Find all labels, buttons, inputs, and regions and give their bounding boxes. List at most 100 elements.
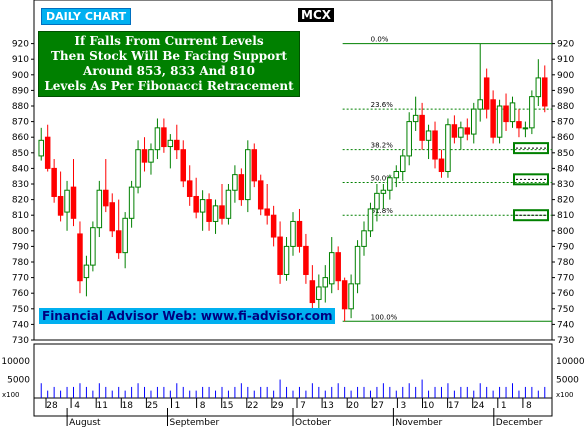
candle-down <box>251 149 258 182</box>
candle-down <box>438 158 445 173</box>
candle-up <box>322 277 329 288</box>
day-tick-label: 1 <box>501 401 507 411</box>
price-tick-label-right: 750 <box>557 305 574 315</box>
candle-up <box>316 286 322 300</box>
price-tick-label-right: 770 <box>557 274 574 284</box>
day-tick-label: 8 <box>526 401 532 411</box>
candle-down <box>264 208 270 216</box>
chart-period-label: DAILY CHART <box>41 8 132 25</box>
month-label: September <box>170 418 220 428</box>
comment-line: Levels As Per Fibonacci Retracement <box>44 79 294 93</box>
price-tick-label-right: 790 <box>557 242 574 252</box>
candle-down <box>464 127 471 135</box>
fibonacci-levels: 0.0% 23.6% 38.2% 50.0% 61.8% 100.0% <box>342 36 552 322</box>
candle-up <box>361 230 367 247</box>
analysis-comment-box: If Falls From Current Levels Then Stock … <box>38 31 300 97</box>
support-highlight-box <box>513 142 549 155</box>
candle-down <box>516 121 522 129</box>
candle-up <box>425 130 432 141</box>
candle-up <box>154 127 161 151</box>
price-tick-label-right: 840 <box>557 164 574 174</box>
day-tick-label: 17 <box>448 401 459 411</box>
candle-down <box>451 124 458 138</box>
price-tick-label-left: 830 <box>12 180 29 190</box>
fib-level-label: 0.0% <box>371 36 389 44</box>
candle-down <box>277 236 283 275</box>
candle-up <box>225 189 232 219</box>
support-highlight-box <box>513 209 549 222</box>
price-tick-label-right: 890 <box>557 86 574 96</box>
candle-up <box>199 199 206 213</box>
month-label: November <box>395 418 442 428</box>
price-tick-label-left: 910 <box>12 55 29 65</box>
fib-level-label: 61.8% <box>371 207 394 215</box>
candle-up <box>148 149 154 163</box>
day-tick-label: 11 <box>96 401 107 411</box>
candle-down <box>490 99 496 138</box>
candle-down <box>109 202 115 232</box>
candle-down <box>193 195 199 213</box>
exchange-label: MCX <box>298 8 334 22</box>
month-label: August <box>69 418 101 428</box>
candle-down <box>103 189 109 207</box>
candle-up <box>128 186 135 219</box>
price-tick-label-right: 730 <box>557 336 574 346</box>
month-label: December <box>496 418 543 428</box>
price-tick-label-left: 750 <box>12 305 29 315</box>
candle-up <box>374 192 380 210</box>
candle-up <box>399 155 406 173</box>
candle-down <box>309 280 316 304</box>
candle-down <box>341 280 348 310</box>
candle-down <box>296 220 303 247</box>
price-tick-label-right: 860 <box>557 133 574 143</box>
day-tick-label: 15 <box>222 401 233 411</box>
price-tick-label-left: 820 <box>12 196 29 206</box>
candle-down <box>335 252 341 282</box>
candle-down <box>206 199 212 222</box>
candle-down <box>70 186 77 219</box>
day-tick-label: 28 <box>46 401 58 411</box>
price-tick-label-left: 780 <box>12 258 29 268</box>
day-tick-label: 7 <box>300 401 306 411</box>
candle-up <box>354 245 361 285</box>
day-tick-label: 24 <box>473 401 485 411</box>
price-tick-label-left: 880 <box>12 102 29 112</box>
candle-up <box>90 227 96 266</box>
candle-up <box>64 189 70 213</box>
price-tick-label-left: 760 <box>12 289 29 299</box>
candle-up <box>380 189 387 194</box>
candle-up <box>290 220 296 247</box>
price-tick-label-right: 780 <box>557 258 574 268</box>
candle-up <box>406 121 412 157</box>
candle-down <box>483 77 490 110</box>
price-tick-label-left: 740 <box>12 320 29 330</box>
candle-down <box>186 180 193 197</box>
volume-bars <box>40 379 546 398</box>
candle-down <box>180 149 187 182</box>
day-tick-label: 1 <box>175 401 181 411</box>
price-tick-label-left: 800 <box>12 227 29 237</box>
candle-down <box>77 233 83 282</box>
candle-down <box>238 174 245 201</box>
comment-line: Around 853, 833 And 810 <box>83 64 255 78</box>
candle-down <box>115 230 122 254</box>
price-tick-label-left: 870 <box>12 118 29 128</box>
candle-up <box>122 217 128 254</box>
price-tick-label-left: 890 <box>12 86 29 96</box>
price-tick-label-left: 840 <box>12 164 29 174</box>
price-tick-label-left: 810 <box>12 211 29 221</box>
candle-down <box>57 195 64 216</box>
candle-up <box>135 149 141 188</box>
candle-down <box>503 105 509 123</box>
price-tick-label-right: 920 <box>557 40 574 50</box>
fib-level-label: 100.0% <box>371 313 398 321</box>
volume-scale-label: x100 <box>2 391 20 399</box>
price-tick-label-right: 850 <box>557 149 574 159</box>
price-tick-label-right: 880 <box>557 102 574 112</box>
website-link[interactable]: Financial Advisor Web: www.fi-advisor.co… <box>39 308 336 324</box>
candle-down <box>303 245 309 275</box>
candle-down <box>44 136 51 169</box>
price-tick-label-right: 800 <box>557 227 574 237</box>
candle-up <box>83 264 90 279</box>
